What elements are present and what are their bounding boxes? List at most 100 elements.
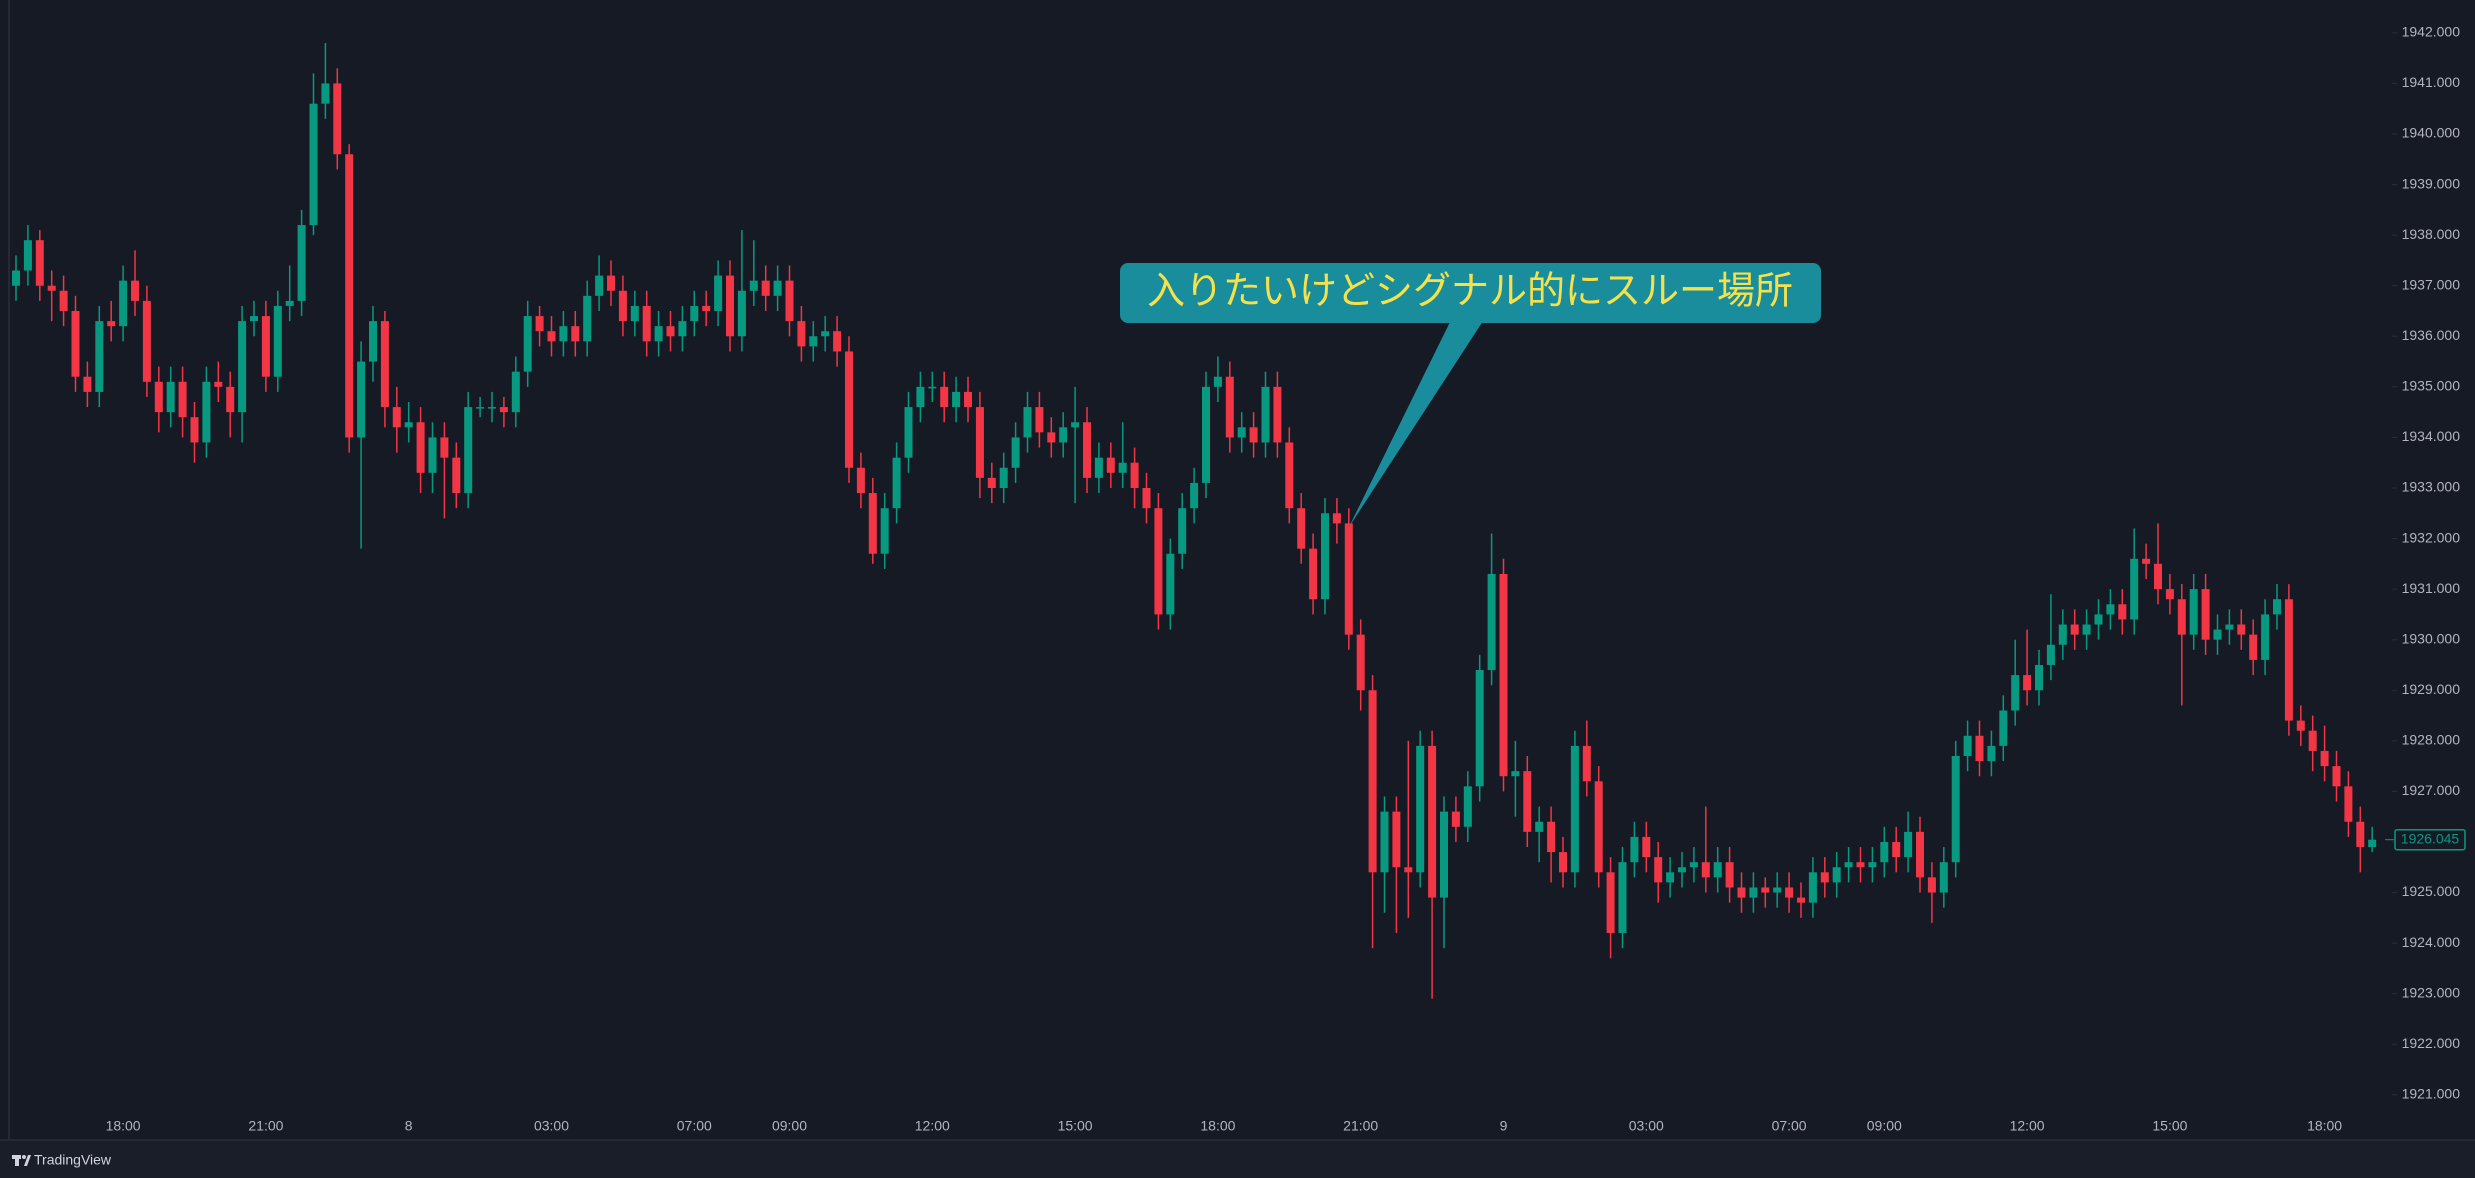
candle-body bbox=[119, 280, 128, 327]
y-tick-label: 1928.000 bbox=[2402, 732, 2461, 748]
candle-body bbox=[1570, 745, 1579, 873]
candle-body bbox=[2035, 664, 2043, 691]
y-tick-label: 1923.000 bbox=[2402, 984, 2461, 1000]
candle-body bbox=[380, 321, 389, 408]
candle-body bbox=[1701, 862, 1710, 878]
candle-body bbox=[999, 467, 1008, 488]
candle-body bbox=[1142, 487, 1151, 509]
candle-body bbox=[809, 336, 818, 347]
candle-body bbox=[166, 381, 175, 413]
candle-body bbox=[1261, 386, 1270, 443]
candle-body bbox=[737, 290, 746, 337]
candle-body bbox=[1356, 634, 1365, 691]
candle-body bbox=[1321, 513, 1329, 600]
candle-body bbox=[845, 351, 853, 468]
candle-body bbox=[785, 280, 794, 322]
footer-bar bbox=[0, 1140, 2475, 1178]
candle-body bbox=[1094, 457, 1103, 478]
candle-body bbox=[1059, 427, 1068, 443]
candle-body bbox=[714, 275, 723, 311]
candle-body bbox=[452, 457, 461, 494]
candle-body bbox=[1154, 508, 1163, 615]
candle-body bbox=[1844, 862, 1853, 868]
x-tick-label: 07:00 bbox=[677, 1118, 712, 1134]
candle-body bbox=[1011, 437, 1020, 468]
candle-body bbox=[1951, 755, 1960, 863]
candle-body bbox=[1761, 887, 1770, 893]
candle-body bbox=[2154, 563, 2162, 590]
candle-body bbox=[1773, 887, 1782, 893]
candle-body bbox=[297, 225, 306, 301]
x-tick-label: 12:00 bbox=[915, 1118, 950, 1134]
candle-body bbox=[773, 280, 782, 296]
x-tick-label: 12:00 bbox=[2010, 1118, 2045, 1134]
y-tick-label: 1921.000 bbox=[2402, 1086, 2461, 1102]
y-tick-label: 1940.000 bbox=[2402, 125, 2461, 141]
candle-body bbox=[2094, 614, 2103, 625]
candle-body bbox=[2320, 750, 2329, 767]
candle-body bbox=[1428, 745, 1437, 898]
candle-body bbox=[1618, 862, 1627, 933]
candle-body bbox=[154, 381, 163, 413]
y-tick-label: 1930.000 bbox=[2402, 630, 2461, 646]
candle-body bbox=[2225, 624, 2234, 630]
candle-body bbox=[2368, 839, 2377, 848]
x-tick-label: 15:00 bbox=[1058, 1118, 1093, 1134]
candle-body bbox=[1416, 745, 1425, 873]
annotation-text: 入りたいけどシグナル的にスルー場所 bbox=[1147, 269, 1793, 313]
y-tick-label: 1942.000 bbox=[2402, 24, 2461, 40]
candle-body bbox=[1547, 821, 1556, 853]
candle-body bbox=[2165, 589, 2174, 600]
y-tick-label: 1922.000 bbox=[2402, 1035, 2461, 1051]
candle-body bbox=[2201, 589, 2210, 640]
candle-body bbox=[202, 381, 211, 443]
candle-body bbox=[975, 407, 984, 478]
candle-body bbox=[1440, 811, 1448, 898]
candle-body bbox=[131, 280, 139, 301]
candle-body bbox=[1963, 735, 1972, 756]
candle-body bbox=[1737, 887, 1746, 898]
candle-body bbox=[1487, 573, 1496, 671]
brand-name: TradingView bbox=[34, 1152, 112, 1168]
candle-body bbox=[1939, 862, 1948, 893]
candle-body bbox=[1463, 786, 1472, 827]
candle-body bbox=[2249, 634, 2258, 660]
candle-body bbox=[511, 371, 520, 413]
candle-body bbox=[1225, 376, 1234, 438]
candle-body bbox=[476, 407, 485, 409]
candle-body bbox=[1297, 508, 1306, 549]
annotation-box bbox=[1120, 263, 1821, 323]
candle-body bbox=[369, 321, 377, 362]
candle-body bbox=[1392, 811, 1401, 868]
candle-body bbox=[345, 154, 354, 438]
candle-body bbox=[1856, 862, 1865, 868]
candle-body bbox=[1118, 462, 1127, 473]
y-tick-label: 1935.000 bbox=[2402, 378, 2461, 394]
candle-body bbox=[440, 437, 449, 458]
candle-body bbox=[1559, 852, 1567, 873]
candle-body bbox=[1083, 422, 1091, 478]
candle-body bbox=[1202, 386, 1210, 483]
candle-body bbox=[1808, 872, 1817, 903]
candle-body bbox=[2332, 766, 2341, 787]
candle-body bbox=[1511, 771, 1520, 777]
candle-body bbox=[2273, 599, 2281, 615]
y-tick-label: 1941.000 bbox=[2402, 74, 2461, 90]
candle-body bbox=[1475, 670, 1484, 787]
x-tick-label: 03:00 bbox=[1629, 1118, 1664, 1134]
candle-body bbox=[2237, 624, 2246, 635]
candle-body bbox=[1594, 781, 1603, 873]
candle-body bbox=[726, 275, 734, 337]
candle-body bbox=[1285, 442, 1294, 509]
candle-body bbox=[238, 321, 247, 413]
candle-body bbox=[1630, 836, 1639, 863]
candle-body bbox=[1523, 771, 1532, 832]
y-tick-label: 1939.000 bbox=[2402, 175, 2461, 191]
candle-body bbox=[1606, 872, 1615, 933]
candle-body bbox=[1023, 407, 1032, 438]
candle-body bbox=[2106, 604, 2115, 615]
candle-body bbox=[416, 422, 425, 473]
candle-body bbox=[190, 417, 199, 443]
candle-body bbox=[59, 290, 68, 311]
annotation: 入りたいけどシグナル的にスルー場所 bbox=[1120, 263, 1821, 528]
